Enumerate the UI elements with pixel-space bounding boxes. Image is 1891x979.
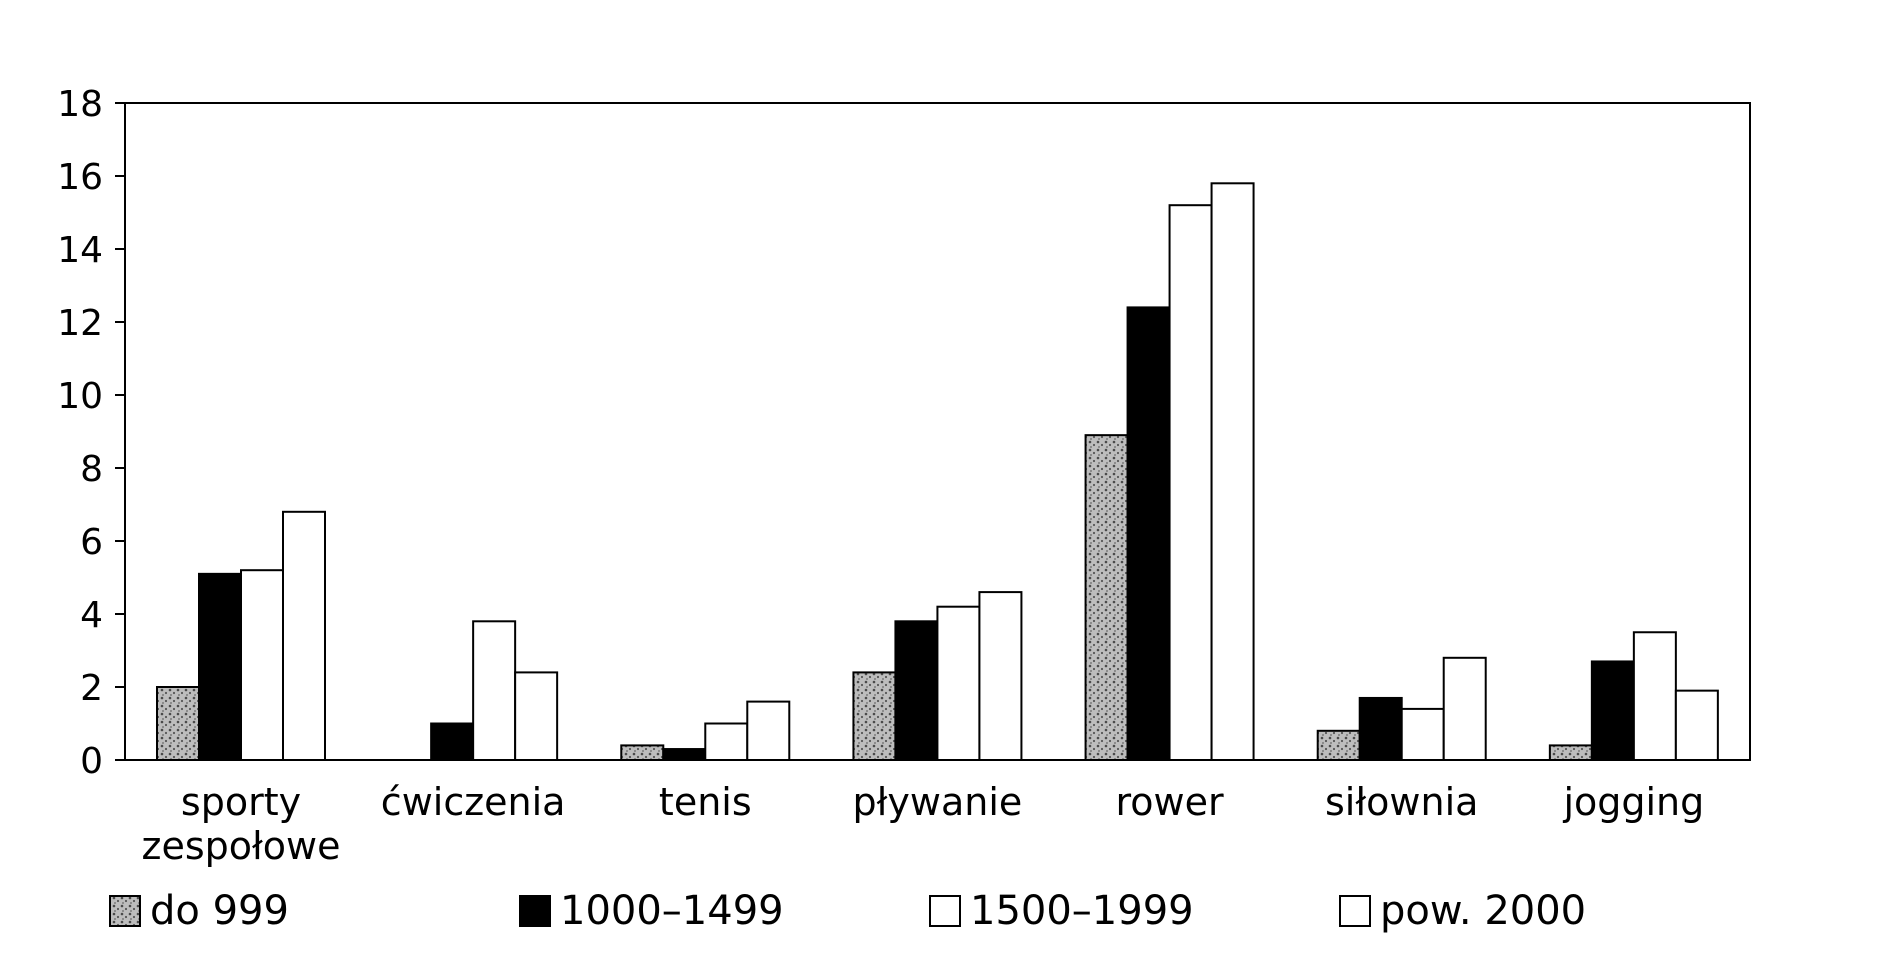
legend-label: do 999 xyxy=(150,888,289,934)
legend-label: 1500–1999 xyxy=(970,888,1194,934)
y-axis: 0 2 4 6 8 10 12 14 16 18 xyxy=(57,84,125,782)
y-tick-label: 18 xyxy=(57,84,103,125)
y-tick-label: 2 xyxy=(80,668,103,709)
bar-4-6 xyxy=(1442,656,1487,761)
legend-label: pow. 2000 xyxy=(1380,888,1586,934)
legend-swatch xyxy=(929,895,961,927)
bar-3-4 xyxy=(936,605,981,762)
bar-3-5 xyxy=(1168,204,1213,761)
y-tick-label: 10 xyxy=(57,376,103,417)
bar-2-6 xyxy=(1358,696,1403,762)
bar-2-4 xyxy=(894,620,939,761)
legend-label: 1000–1499 xyxy=(560,888,784,934)
bar-3-6 xyxy=(1400,707,1445,762)
bar-2-5 xyxy=(1126,306,1171,761)
legend-swatch xyxy=(1339,895,1371,927)
bar-2-7 xyxy=(1590,660,1635,762)
bar-4-3 xyxy=(746,700,791,761)
bar-3-1 xyxy=(240,569,284,762)
bar-3-7 xyxy=(1632,631,1677,761)
y-tick-label: 12 xyxy=(57,303,103,344)
x-category-label: zespołowe xyxy=(142,824,341,868)
x-category-label: siłownia xyxy=(1325,780,1478,824)
bars xyxy=(156,182,1719,762)
legend: do 999 1000–1499 1500–1999 pow. 2000 xyxy=(109,888,1586,934)
x-category-label: tenis xyxy=(659,780,752,824)
legend-swatch xyxy=(519,895,551,927)
bar-1-1 xyxy=(156,686,200,761)
x-category-label: ćwiczenia xyxy=(381,780,566,824)
x-category-label: pływanie xyxy=(853,780,1023,824)
bar-1-5 xyxy=(1084,434,1129,761)
y-tick-label: 16 xyxy=(57,157,103,198)
y-tick-label: 0 xyxy=(80,741,103,782)
bar-1-4 xyxy=(852,671,897,762)
bar-3-3 xyxy=(704,722,749,761)
bar-1-3 xyxy=(620,744,665,762)
bar-4-7 xyxy=(1674,689,1719,762)
y-tick-label: 8 xyxy=(80,449,103,490)
bar-4-1 xyxy=(282,510,326,761)
bar-2-3 xyxy=(662,748,707,761)
bar-4-4 xyxy=(978,591,1023,761)
bar-1-6 xyxy=(1316,729,1361,761)
bar-4-5 xyxy=(1210,182,1255,762)
y-tick-label: 14 xyxy=(57,230,103,271)
x-category-label: sporty xyxy=(181,780,301,824)
bar-2-2 xyxy=(430,722,475,761)
bar-1-7 xyxy=(1548,744,1593,762)
y-tick-label: 4 xyxy=(80,595,103,636)
y-tick-label: 6 xyxy=(80,522,103,563)
bar-3-2 xyxy=(472,620,517,761)
x-category-label: rower xyxy=(1116,780,1224,824)
x-category-label: jogging xyxy=(1562,780,1704,824)
legend-swatch xyxy=(109,895,141,927)
bar-4-2 xyxy=(514,671,559,762)
bar-2-1 xyxy=(198,572,242,761)
